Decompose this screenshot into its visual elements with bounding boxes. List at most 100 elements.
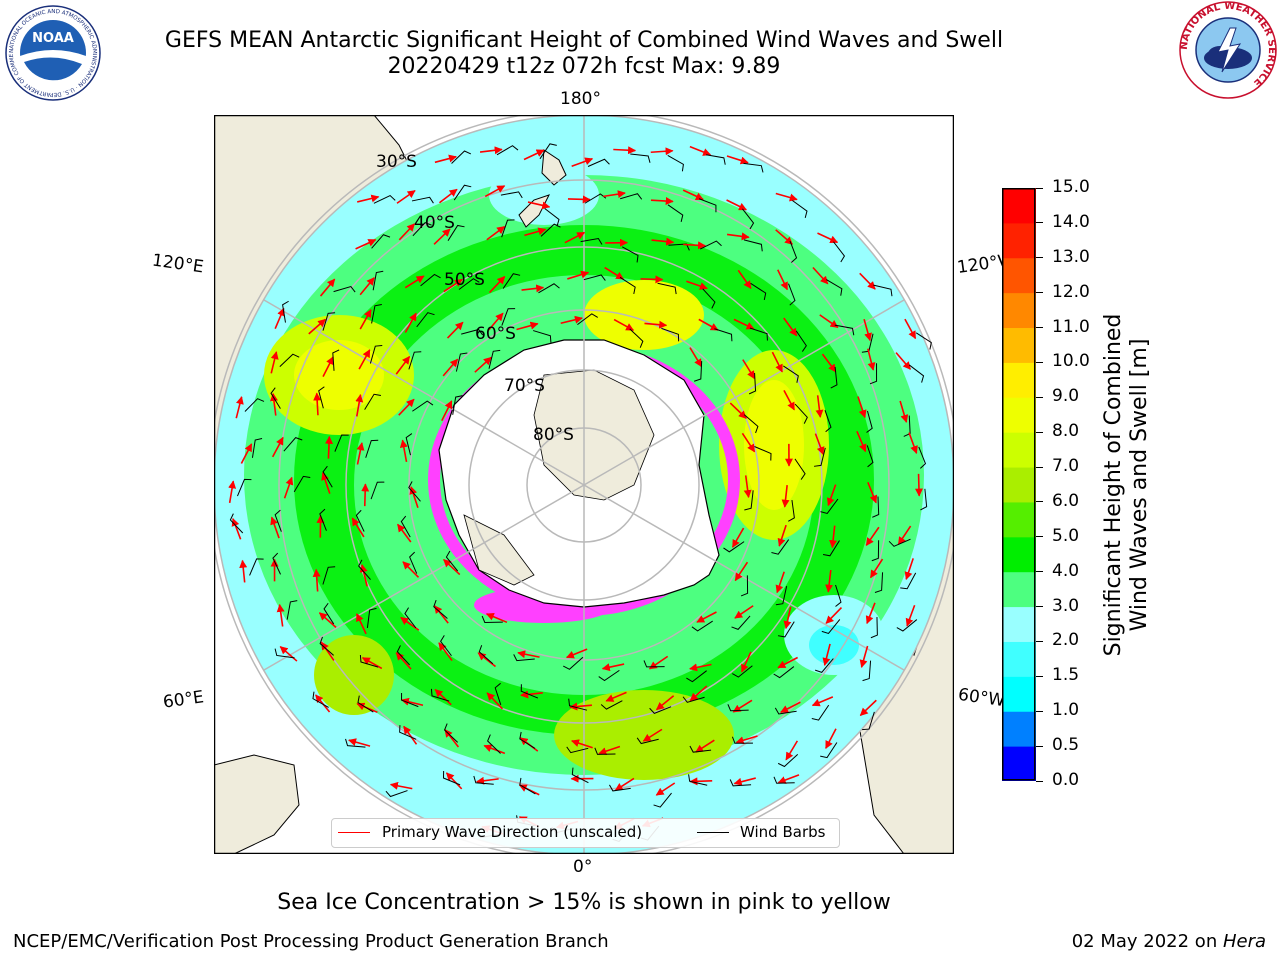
colorbar-segment (1002, 292, 1036, 329)
wave-direction-arrow (825, 728, 837, 749)
wave-direction-arrow (904, 558, 914, 581)
wave-direction-arrow (235, 396, 244, 419)
wind-barb (270, 387, 281, 409)
wave-direction-arrow (567, 270, 590, 280)
wave-direction-arrow (732, 699, 753, 713)
wave-direction-arrow (696, 611, 717, 623)
wind-barb (332, 349, 340, 371)
wind-barb (401, 693, 419, 708)
wind-barb (371, 234, 391, 249)
wave-direction-arrow (817, 232, 839, 244)
wind-barb (447, 224, 465, 241)
wind-barb (732, 665, 753, 678)
wave-direction-arrow (743, 475, 752, 499)
wave-direction-arrow (651, 237, 675, 246)
wind-barb (501, 219, 515, 238)
colorbar-tick-mark (1036, 571, 1043, 573)
wind-barb (322, 566, 336, 585)
wind-barb (862, 660, 872, 682)
wind-barb (866, 445, 874, 468)
wind-barb (824, 410, 832, 433)
wind-barb (814, 658, 834, 673)
wind-barb (749, 327, 768, 341)
wave-direction-arrow (325, 435, 334, 459)
wave-direction-arrow (775, 571, 785, 594)
wave-direction-arrow (228, 480, 237, 504)
wind-barb (900, 572, 917, 590)
wind-barb (488, 349, 501, 369)
wave-direction-arrow (409, 486, 419, 508)
colorbar-segment (1002, 746, 1036, 781)
colorbar-tick-mark (1036, 606, 1043, 608)
wave-direction-arrow (775, 229, 793, 245)
wind-barb (412, 222, 432, 237)
wind-barb (594, 747, 616, 755)
wave-direction-arrow (859, 699, 877, 717)
wind-barb (619, 276, 636, 295)
wave-direction-arrow (274, 307, 285, 330)
wave-direction-arrow (825, 569, 834, 593)
wind-barb (835, 584, 842, 607)
wind-barb (657, 282, 677, 295)
colorbar-tick-label: 0.5 (1052, 735, 1080, 756)
wave-direction-arrow (897, 525, 912, 546)
wave-direction-arrow (524, 227, 547, 237)
wind-barb (740, 575, 749, 597)
wave-direction-arrow (571, 739, 593, 749)
colorbar-tick-mark (1036, 710, 1043, 712)
wave-direction-arrow (859, 645, 869, 668)
wind-barb (519, 731, 536, 749)
colorbar-tick-label: 13.0 (1052, 246, 1090, 267)
wind-barb (237, 478, 252, 497)
wind-barb (455, 352, 468, 372)
colorbar-tick-mark (1036, 745, 1043, 747)
wave-direction-arrow (356, 613, 367, 635)
wave-direction-arrow (564, 231, 586, 244)
wave-direction-arrow (644, 320, 668, 329)
wind-barb (409, 551, 418, 574)
wind-barb (445, 550, 459, 572)
colorbar-tick-mark (1036, 466, 1043, 468)
colorbar-tick-label: 0.0 (1052, 770, 1080, 790)
colorbar-tick-mark (1036, 292, 1043, 294)
wave-direction-arrow (655, 695, 675, 711)
wave-direction-arrow (359, 564, 368, 587)
wave-direction-arrow (857, 396, 867, 419)
wind-barb (519, 777, 536, 795)
wave-direction-arrow (438, 642, 453, 662)
wave-direction-arrow (355, 238, 377, 250)
wave-direction-arrow (905, 604, 916, 627)
new-zealand-land (541, 149, 567, 186)
wind-barb (539, 143, 557, 160)
wave-direction-arrow (488, 275, 506, 294)
wind-barb (773, 776, 795, 784)
wave-direction-arrow (741, 651, 752, 673)
wind-barb (333, 285, 356, 293)
wind-barb (357, 695, 374, 713)
wave-direction-arrow (351, 517, 365, 538)
wave-direction-arrow (485, 612, 508, 624)
wave-direction-arrow (734, 561, 749, 582)
wind-barb (370, 481, 385, 500)
wave-direction-arrow (683, 241, 707, 250)
wave-direction-arrow (433, 228, 451, 245)
wave-direction-arrow (734, 605, 754, 619)
wave-direction-arrow (689, 347, 703, 368)
lon-label-180: 180° (560, 89, 601, 109)
wave-direction-arrow (443, 278, 463, 293)
wave-direction-arrow (815, 395, 824, 418)
wind-barb (789, 240, 798, 263)
colorbar (1002, 188, 1036, 781)
wind-barb (794, 403, 808, 424)
wave-direction-arrow (825, 607, 843, 624)
wind-barb (371, 304, 382, 324)
wind-barb (229, 513, 244, 534)
wind-barb (433, 599, 448, 619)
wave-direction-arrow (726, 155, 749, 165)
wave-direction-arrow (771, 351, 783, 373)
wind-barb (345, 738, 366, 748)
wave-direction-arrow (308, 318, 326, 335)
colorbar-tick-mark (1036, 675, 1043, 677)
wind-barb (334, 434, 349, 452)
wave-direction-arrow (867, 482, 878, 504)
